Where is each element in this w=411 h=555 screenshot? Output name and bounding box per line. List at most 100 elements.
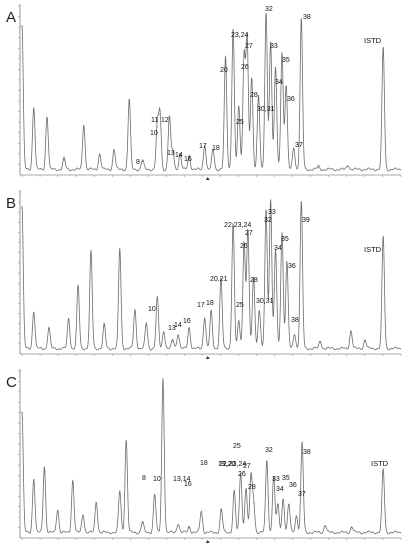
peak-label: ISTD [364,36,382,45]
time-marker [205,177,210,180]
peak-point [270,41,272,43]
peak-point [238,107,240,109]
peak-point [95,502,97,504]
peak-label: 16 [184,481,192,488]
peak-point [270,199,272,201]
peak-point [281,232,283,234]
peak-point [232,29,234,31]
peak-label: 27 [245,43,253,50]
peak-label: 33 [272,476,280,483]
peak-point [220,278,222,281]
peak-point [317,167,319,169]
peak-point [274,68,277,70]
peak-point [48,328,50,330]
peak-point [163,331,165,333]
peak-point [232,223,234,225]
peak-point [288,505,290,507]
peak-label: 28 [248,484,256,491]
peak-point [212,149,214,152]
peak-point [156,298,158,300]
peak-label: 26 [241,64,249,71]
time-marker [205,356,210,359]
peak-label: 16 [184,156,192,163]
peak-point [300,19,302,21]
peak-point [103,325,105,327]
peak-label: 38 [291,317,299,324]
peak-label: ISTD [371,459,389,468]
peak-point [285,85,287,87]
peak-point [188,156,190,158]
peak-point [347,165,349,167]
peak-label: 18 [206,300,214,307]
peak-label: 35 [282,57,290,64]
peak-point [156,126,158,128]
peak-label: 20 [220,67,228,74]
peak-label: 11 [151,117,158,124]
peak-point [204,145,206,147]
peak-label: 32 [265,6,273,13]
peak-point [300,202,302,204]
peak-label: 17 [199,143,207,150]
peak-label: 37 [298,491,306,498]
peak-label: 35 [281,236,289,243]
peak-point [293,148,295,150]
peak-point [172,151,174,153]
time-marker [205,540,210,543]
peak-point [286,262,288,264]
peak-label: 8 [142,475,146,482]
peak-point [281,52,283,54]
peak-point [274,250,277,252]
peak-point [172,340,174,342]
peak-point [245,488,247,490]
peak-point [119,491,121,493]
chromatogram-trace [21,378,402,535]
peak-point [277,505,279,507]
peak-point [382,47,384,50]
peak-point [382,236,384,239]
peak-point [266,460,268,462]
peak-label: 27 [245,230,253,237]
peak-point [99,154,101,156]
peak-point [168,117,171,119]
peak-point [128,99,130,101]
peak-point [21,206,23,209]
peak-label: 30,31 [257,106,275,113]
chromatogram-trace [21,200,402,351]
peak-point [188,328,190,330]
peak-point [250,477,252,479]
peak-point [246,40,248,42]
peak-point [57,510,59,512]
peak-label: 16 [183,318,191,325]
peak-point [83,124,85,127]
peak-point [243,241,245,243]
peak-label: 37 [295,142,303,149]
peak-label: 35 [282,475,290,482]
peak-point [240,472,242,475]
peak-point [113,149,115,152]
peak-point [77,286,79,288]
peak-label: 26 [238,471,246,478]
peak-point [154,494,156,496]
peak-label: 8 [136,159,140,166]
peak-label: 23,24 [231,32,249,39]
peak-label: 33 [270,43,278,50]
peak-label: 17 [197,302,205,309]
peak-label: 38 [303,449,311,456]
peak-point [251,79,253,81]
peak-label: 36 [289,482,297,489]
peak-point [350,331,352,333]
peak-point [21,412,23,414]
peak-point [220,510,222,512]
peak-point [82,514,84,517]
peak-label: 33 [268,209,276,216]
peak-point [125,440,127,442]
peak-label: 34 [275,79,283,86]
peak-point [72,480,74,482]
peak-point [295,516,297,518]
peak-point [33,311,35,314]
peak-point [204,317,206,320]
panel-a-label: A [6,9,16,26]
peak-point [21,25,23,28]
